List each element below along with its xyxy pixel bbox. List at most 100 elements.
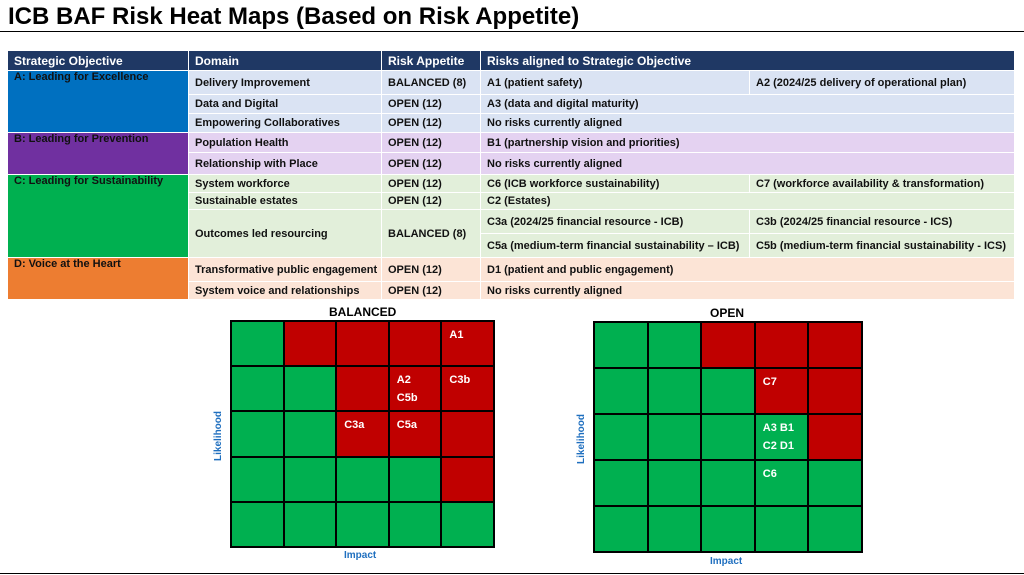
heatmap-cell (647, 322, 702, 368)
page-title: ICB BAF Risk Heat Maps (Based on Risk Ap… (8, 3, 580, 30)
risk-cell: C3a (2024/25 financial resource - ICB) (480, 209, 750, 234)
heatmap-cell (594, 322, 648, 368)
heatmap-cell (701, 414, 755, 460)
risk-cell: No risks currently aligned (479, 281, 1016, 300)
heatmap-cell: C6 (754, 460, 809, 506)
domain-cell: Outcomes led resourcing (188, 209, 382, 258)
table-row: C: Leading for Sustainability System wor… (7, 174, 1016, 258)
heatmap-cell (336, 366, 389, 412)
risk-label: A3 B1 (762, 422, 794, 434)
domain-cell: System workforce (188, 174, 382, 193)
appetite-cell: OPEN (12) (381, 113, 481, 133)
risk-cell: C5a (medium-term financial sustainabilit… (480, 233, 750, 258)
heatmap-cell (808, 368, 862, 414)
heatmap-cell: A3 B1 C2 D1 (754, 414, 809, 460)
domain-cell: System voice and relationships (188, 281, 382, 300)
heatmap-cell: C3a (336, 411, 389, 457)
risk-label: C5b (396, 392, 418, 405)
heatmap-cell (283, 366, 337, 412)
heatmap-cell (231, 411, 284, 457)
risk-label: A1 (449, 329, 464, 341)
col-header-objective: Strategic Objective (7, 50, 189, 71)
heatmap-cell (283, 411, 337, 457)
objective-d: D: Voice at the Heart (7, 257, 189, 300)
heatmap-cell (231, 321, 284, 367)
heatmap-cell (231, 501, 284, 547)
table-row: D: Voice at the Heart Transformative pub… (7, 257, 1016, 300)
heatmap-cell (388, 456, 442, 502)
table-row: B: Leading for Prevention Population Hea… (7, 132, 1016, 175)
heatmap-balanced-title: BALANCED (329, 305, 397, 319)
risk-cell: C6 (ICB workforce sustainability) (480, 174, 750, 193)
risk-cell: No risks currently aligned (479, 152, 1016, 175)
table-row: System voice and relationships OPEN (12)… (8, 281, 1016, 300)
domain-cell: Sustainable estates (188, 192, 382, 210)
risk-cell: C5b (medium-term financial sustainabilit… (748, 233, 1016, 258)
heatmap-cell (388, 321, 442, 367)
risk-label: C2 D1 (762, 440, 794, 452)
table-row: Outcomes led resourcing BALANCED (8) C3a… (8, 209, 1016, 258)
objective-b: B: Leading for Prevention (7, 132, 189, 175)
risk-cell: C2 (Estates) (479, 192, 1016, 210)
heatmap-cell (336, 501, 389, 547)
heatmap-cell: C3b (441, 366, 494, 412)
appetite-cell: OPEN (12) (381, 152, 481, 175)
risk-label: A2 (396, 374, 411, 387)
title-divider (0, 31, 1024, 32)
col-header-risks: Risks aligned to Strategic Objective (479, 50, 1016, 71)
heatmap-cell (701, 506, 755, 552)
col-header-domain: Domain (188, 50, 382, 71)
heatmap-cell (594, 460, 648, 506)
heatmap-cell (594, 414, 648, 460)
heatmap-cell (231, 366, 284, 412)
domain-cell: Delivery Improvement (188, 70, 382, 95)
heatmap-cell: C5a (388, 411, 442, 457)
domain-cell: Transformative public engagement (188, 257, 382, 282)
heatmap-cell (647, 414, 702, 460)
objective-a: A: Leading for Excellence (7, 70, 189, 133)
heatmap-cell (701, 368, 755, 414)
table-row: C5a (medium-term financial sustainabilit… (8, 233, 1016, 258)
heatmap-open-y-label: Likelihood (576, 414, 587, 464)
domain-cell: Data and Digital (188, 94, 382, 114)
risk-cell: C7 (workforce availability & transformat… (748, 174, 1016, 193)
risk-label: C3b (449, 374, 471, 387)
risk-table: Strategic Objective Domain Risk Appetite… (7, 50, 1016, 300)
heatmap-cell (441, 501, 494, 547)
table-header-row: Strategic Objective Domain Risk Appetite… (7, 50, 1016, 71)
heatmap-cell (231, 456, 284, 502)
risk-cell: A3 (data and digital maturity) (479, 94, 1016, 114)
appetite-cell: OPEN (12) (381, 281, 481, 300)
table-row: Empowering Collaboratives OPEN (12) No r… (8, 113, 1016, 133)
heatmap-cell (594, 368, 648, 414)
risk-cell: A1 (patient safety) (480, 70, 750, 95)
risk-cell: A2 (2024/25 delivery of operational plan… (748, 70, 1016, 95)
heatmap-cell (336, 321, 389, 367)
risk-cell: C3b (2024/25 financial resource - ICS) (748, 209, 1016, 234)
table-row: A: Leading for Excellence Delivery Impro… (7, 70, 1016, 133)
heatmap-cell: A1 (441, 321, 494, 367)
risk-label: C3a (344, 419, 365, 432)
appetite-cell: OPEN (12) (381, 257, 481, 282)
domain-cell: Relationship with Place (188, 152, 382, 175)
heatmap-cell (594, 506, 648, 552)
heatmap-cell (441, 456, 494, 502)
heatmap-cell (701, 460, 755, 506)
heatmap-cell (647, 368, 702, 414)
heatmap-cell (701, 322, 755, 368)
risk-label: C7 (762, 376, 777, 388)
heatmap-cell (808, 414, 862, 460)
heatmap-cell: A2 C5b (388, 366, 442, 412)
risk-cell: D1 (patient and public engagement) (479, 257, 1016, 282)
heatmap-cell (808, 460, 862, 506)
table-row: Data and Digital OPEN (12) A3 (data and … (8, 94, 1016, 114)
risk-cell: No risks currently aligned (479, 113, 1016, 133)
heatmap-cell (283, 501, 337, 547)
heatmap-cell (388, 501, 442, 547)
table-row: Sustainable estates OPEN (12) C2 (Estate… (8, 192, 1016, 210)
risk-label: C6 (762, 468, 777, 480)
heatmap-cell (647, 460, 702, 506)
domain-cell: Empowering Collaboratives (188, 113, 382, 133)
heatmap-balanced-grid: A1 A2 C5b C3b C3a C5a (230, 320, 495, 548)
appetite-cell: BALANCED (8) (381, 70, 481, 95)
